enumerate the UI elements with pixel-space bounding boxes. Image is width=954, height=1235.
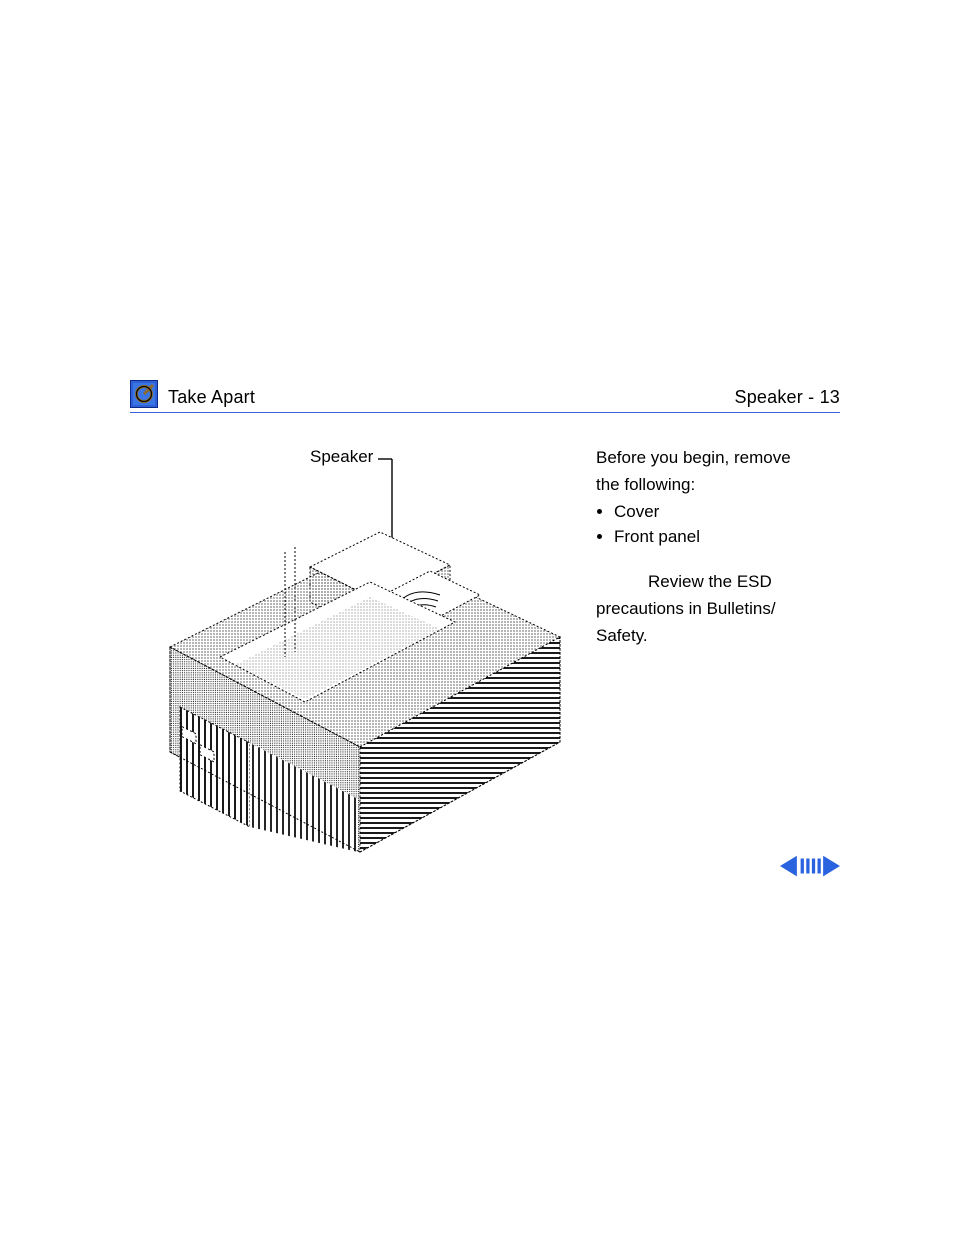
page-content: Speaker	[130, 447, 840, 652]
intro-line-1: Before you begin, remove	[596, 447, 840, 470]
esd-line-3: Safety.	[596, 625, 840, 648]
list-item: Front panel	[614, 526, 840, 549]
list-item: Cover	[614, 501, 840, 524]
device-illustration	[120, 507, 580, 887]
diagram-column: Speaker	[130, 447, 580, 652]
page-header: Take Apart Speaker - 13	[130, 380, 840, 413]
section-icon	[130, 380, 158, 408]
esd-line-2: precautions in Bulletins/	[596, 598, 840, 621]
page-indicator-bars	[801, 858, 821, 873]
intro-line-2: the following:	[596, 474, 840, 497]
instruction-text: Before you begin, remove the following: …	[580, 447, 840, 652]
topic-sep: -	[803, 387, 820, 407]
esd-line-1: Review the ESD	[596, 571, 840, 594]
next-page-button[interactable]	[823, 855, 840, 876]
prev-page-button[interactable]	[780, 855, 797, 876]
topic-label: Speaker	[735, 387, 803, 407]
section-title: Take Apart	[168, 387, 735, 408]
document-page: Take Apart Speaker - 13 Speaker	[130, 380, 840, 652]
page-topic-number: Speaker - 13	[735, 387, 840, 408]
diagram-callout-label: Speaker	[310, 447, 373, 467]
page-navigation	[780, 820, 840, 912]
page-number: 13	[820, 387, 840, 407]
remove-list: Cover Front panel	[596, 501, 840, 549]
